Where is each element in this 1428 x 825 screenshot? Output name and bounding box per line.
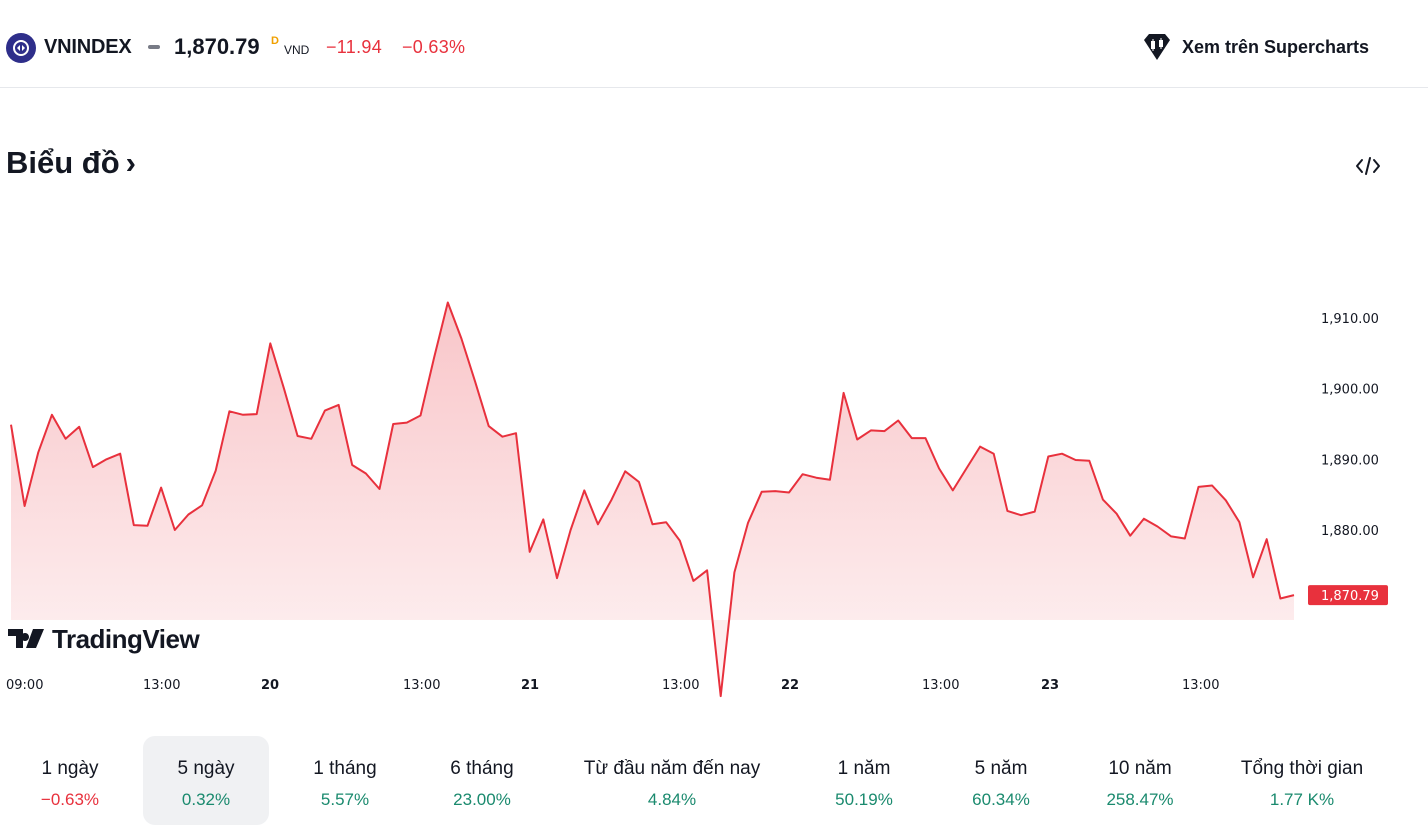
supercharts-link[interactable]: Xem trên Supercharts — [1140, 30, 1369, 64]
chevron-right-icon: › — [125, 145, 136, 180]
tradingview-brand: TradingView — [52, 624, 200, 654]
symbol-header: VNINDEX 1,870.79 D VND −11.94 −0.63% Xem… — [0, 0, 1428, 88]
vnindex-logo-icon[interactable] — [6, 33, 36, 63]
last-value-marker: 1,870.79 — [1308, 585, 1388, 606]
period-label: Từ đầu năm đến nay — [583, 758, 761, 779]
period-label: 10 năm — [1108, 758, 1172, 779]
price-chart[interactable]: 1,910.00 1,900.00 1,890.00 1,880.00 09:00 13… — [0, 280, 1428, 700]
period-change-value: 0.32% — [181, 790, 231, 809]
y-tick-label: 1,890.00 — [1321, 453, 1379, 468]
period-tab[interactable]: Tổng thời gian 1.77 K% — [1217, 736, 1387, 825]
period-label: Tổng thời gian — [1240, 758, 1364, 779]
period-change-value: 5.57% — [320, 790, 370, 809]
period-label: 1 ngày — [41, 758, 99, 779]
symbol-name[interactable]: VNINDEX — [44, 36, 132, 58]
plot-area — [10, 301, 1295, 698]
supercharts-label: Xem trên Supercharts — [1182, 36, 1370, 57]
x-tick-label: 23 — [1041, 678, 1059, 693]
x-tick-label: 13:00 — [143, 678, 180, 693]
x-tick-label: 13:00 — [403, 678, 440, 693]
period-label: 5 năm — [974, 758, 1028, 779]
supercharts-icon — [1144, 34, 1170, 60]
period-change-value: 23.00% — [453, 790, 511, 809]
x-axis: 09:00 13:00 20 13:00 21 13:00 22 13:00 23 13:00 — [6, 678, 1219, 693]
period-change-value: 1.77 K% — [1269, 790, 1335, 809]
period-change-value: 258.47% — [1106, 790, 1174, 809]
period-label: 6 tháng — [450, 758, 514, 779]
last-value-badge — [1308, 585, 1388, 606]
y-tick-label: 1,900.00 — [1321, 383, 1379, 398]
market-status-dash — [148, 45, 160, 49]
price-area-fill — [11, 302, 1294, 697]
x-tick-label: 13:00 — [922, 678, 959, 693]
currency-label: VND — [284, 43, 310, 57]
price-line — [10, 301, 1295, 698]
period-label: 5 ngày — [177, 758, 235, 779]
section-title: Biểu đồ — [6, 145, 120, 180]
x-tick-label: 09:00 — [6, 678, 43, 693]
period-change-value: 50.19% — [835, 790, 893, 809]
period-tab[interactable]: 1 tháng 5.57% — [285, 736, 405, 825]
period-performance-tabs: 1 ngày −0.63% 5 ngày 0.32% 1 tháng 5.57% 6 thá… — [0, 736, 1428, 825]
x-tick-label: 22 — [781, 678, 799, 693]
period-change-value: −0.63% — [40, 790, 100, 809]
tradingview-logo-icon — [8, 629, 44, 648]
y-tick-label: 1,880.00 — [1321, 524, 1379, 539]
price-change-percent: −0.63% — [402, 37, 466, 57]
x-tick-label: 13:00 — [662, 678, 699, 693]
price-change: −11.94 — [326, 37, 383, 57]
last-price: 1,870.79 — [174, 34, 260, 59]
period-tab[interactable]: Từ đầu năm đến nay 4.84% — [567, 736, 777, 825]
period-label: 1 năm — [837, 758, 891, 779]
x-tick-label: 13:00 — [1182, 678, 1219, 693]
period-tab[interactable]: 5 năm 60.34% — [941, 736, 1061, 825]
price-superscript: D — [271, 35, 279, 47]
period-tab[interactable]: 10 năm 258.47% — [1080, 736, 1200, 825]
y-axis: 1,910.00 1,900.00 1,890.00 1,880.00 — [1321, 312, 1379, 539]
period-tab[interactable]: 6 tháng 23.00% — [422, 736, 542, 825]
period-tab[interactable]: 5 ngày 0.32% — [143, 736, 269, 825]
tradingview-logo[interactable]: TradingView — [8, 624, 201, 654]
x-tick-label: 20 — [261, 678, 279, 693]
period-change-value: 60.34% — [972, 790, 1030, 809]
period-tab[interactable]: 1 ngày −0.63% — [10, 736, 130, 825]
x-tick-label: 21 — [521, 678, 539, 693]
last-value-label: 1,870.79 — [1321, 589, 1379, 604]
period-tab[interactable]: 1 năm 50.19% — [804, 736, 924, 825]
code-embed-icon[interactable] — [1352, 152, 1384, 180]
period-label: 1 tháng — [313, 758, 377, 779]
chart-section-link[interactable]: Biểu đồ › — [6, 145, 136, 181]
period-change-value: 4.84% — [647, 790, 697, 809]
y-tick-label: 1,910.00 — [1321, 312, 1379, 327]
